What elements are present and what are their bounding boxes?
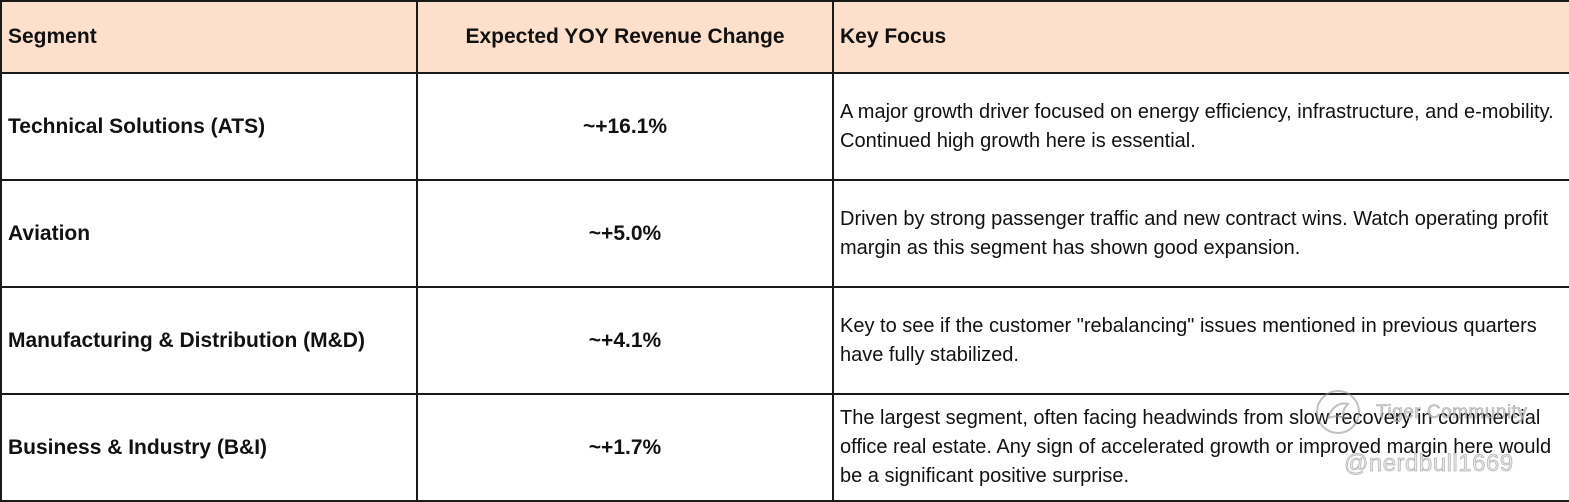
change-cell: ~+4.1% (416, 286, 834, 395)
focus-cell: Driven by strong passenger traffic and n… (832, 179, 1569, 288)
focus-text: Driven by strong passenger traffic and n… (840, 207, 1549, 259)
table-row: Manufacturing & Distribution (M&D) ~+4.1… (0, 286, 1569, 395)
focus-text: Key to see if the customer "rebalancing"… (840, 314, 1537, 366)
focus-cell: The largest segment, often facing headwi… (832, 393, 1569, 502)
table-body: Technical Solutions (ATS) ~+16.1% A majo… (0, 72, 1569, 502)
focus-cell: A major growth driver focused on energy … (832, 72, 1569, 181)
segment-cell: Aviation (0, 179, 418, 288)
segment-cell: Technical Solutions (ATS) (0, 72, 418, 181)
change-cell: ~+5.0% (416, 179, 834, 288)
header-key-focus: Key Focus (832, 0, 1569, 74)
table-row: Technical Solutions (ATS) ~+16.1% A majo… (0, 72, 1569, 181)
segment-cell: Manufacturing & Distribution (M&D) (0, 286, 418, 395)
header-segment: Segment (0, 0, 418, 74)
segment-cell: Business & Industry (B&I) (0, 393, 418, 502)
change-cell: ~+1.7% (416, 393, 834, 502)
table-header: Segment Expected YOY Revenue Change Key … (0, 0, 1569, 74)
focus-cell: Key to see if the customer "rebalancing"… (832, 286, 1569, 395)
table-row: Aviation ~+5.0% Driven by strong passeng… (0, 179, 1569, 288)
header-row: Segment Expected YOY Revenue Change Key … (0, 0, 1569, 74)
header-expected-change: Expected YOY Revenue Change (416, 0, 834, 74)
table-row: Business & Industry (B&I) ~+1.7% The lar… (0, 393, 1569, 502)
focus-text: A major growth driver focused on energy … (840, 100, 1554, 152)
change-cell: ~+16.1% (416, 72, 834, 181)
focus-text: The largest segment, often facing headwi… (840, 407, 1552, 487)
